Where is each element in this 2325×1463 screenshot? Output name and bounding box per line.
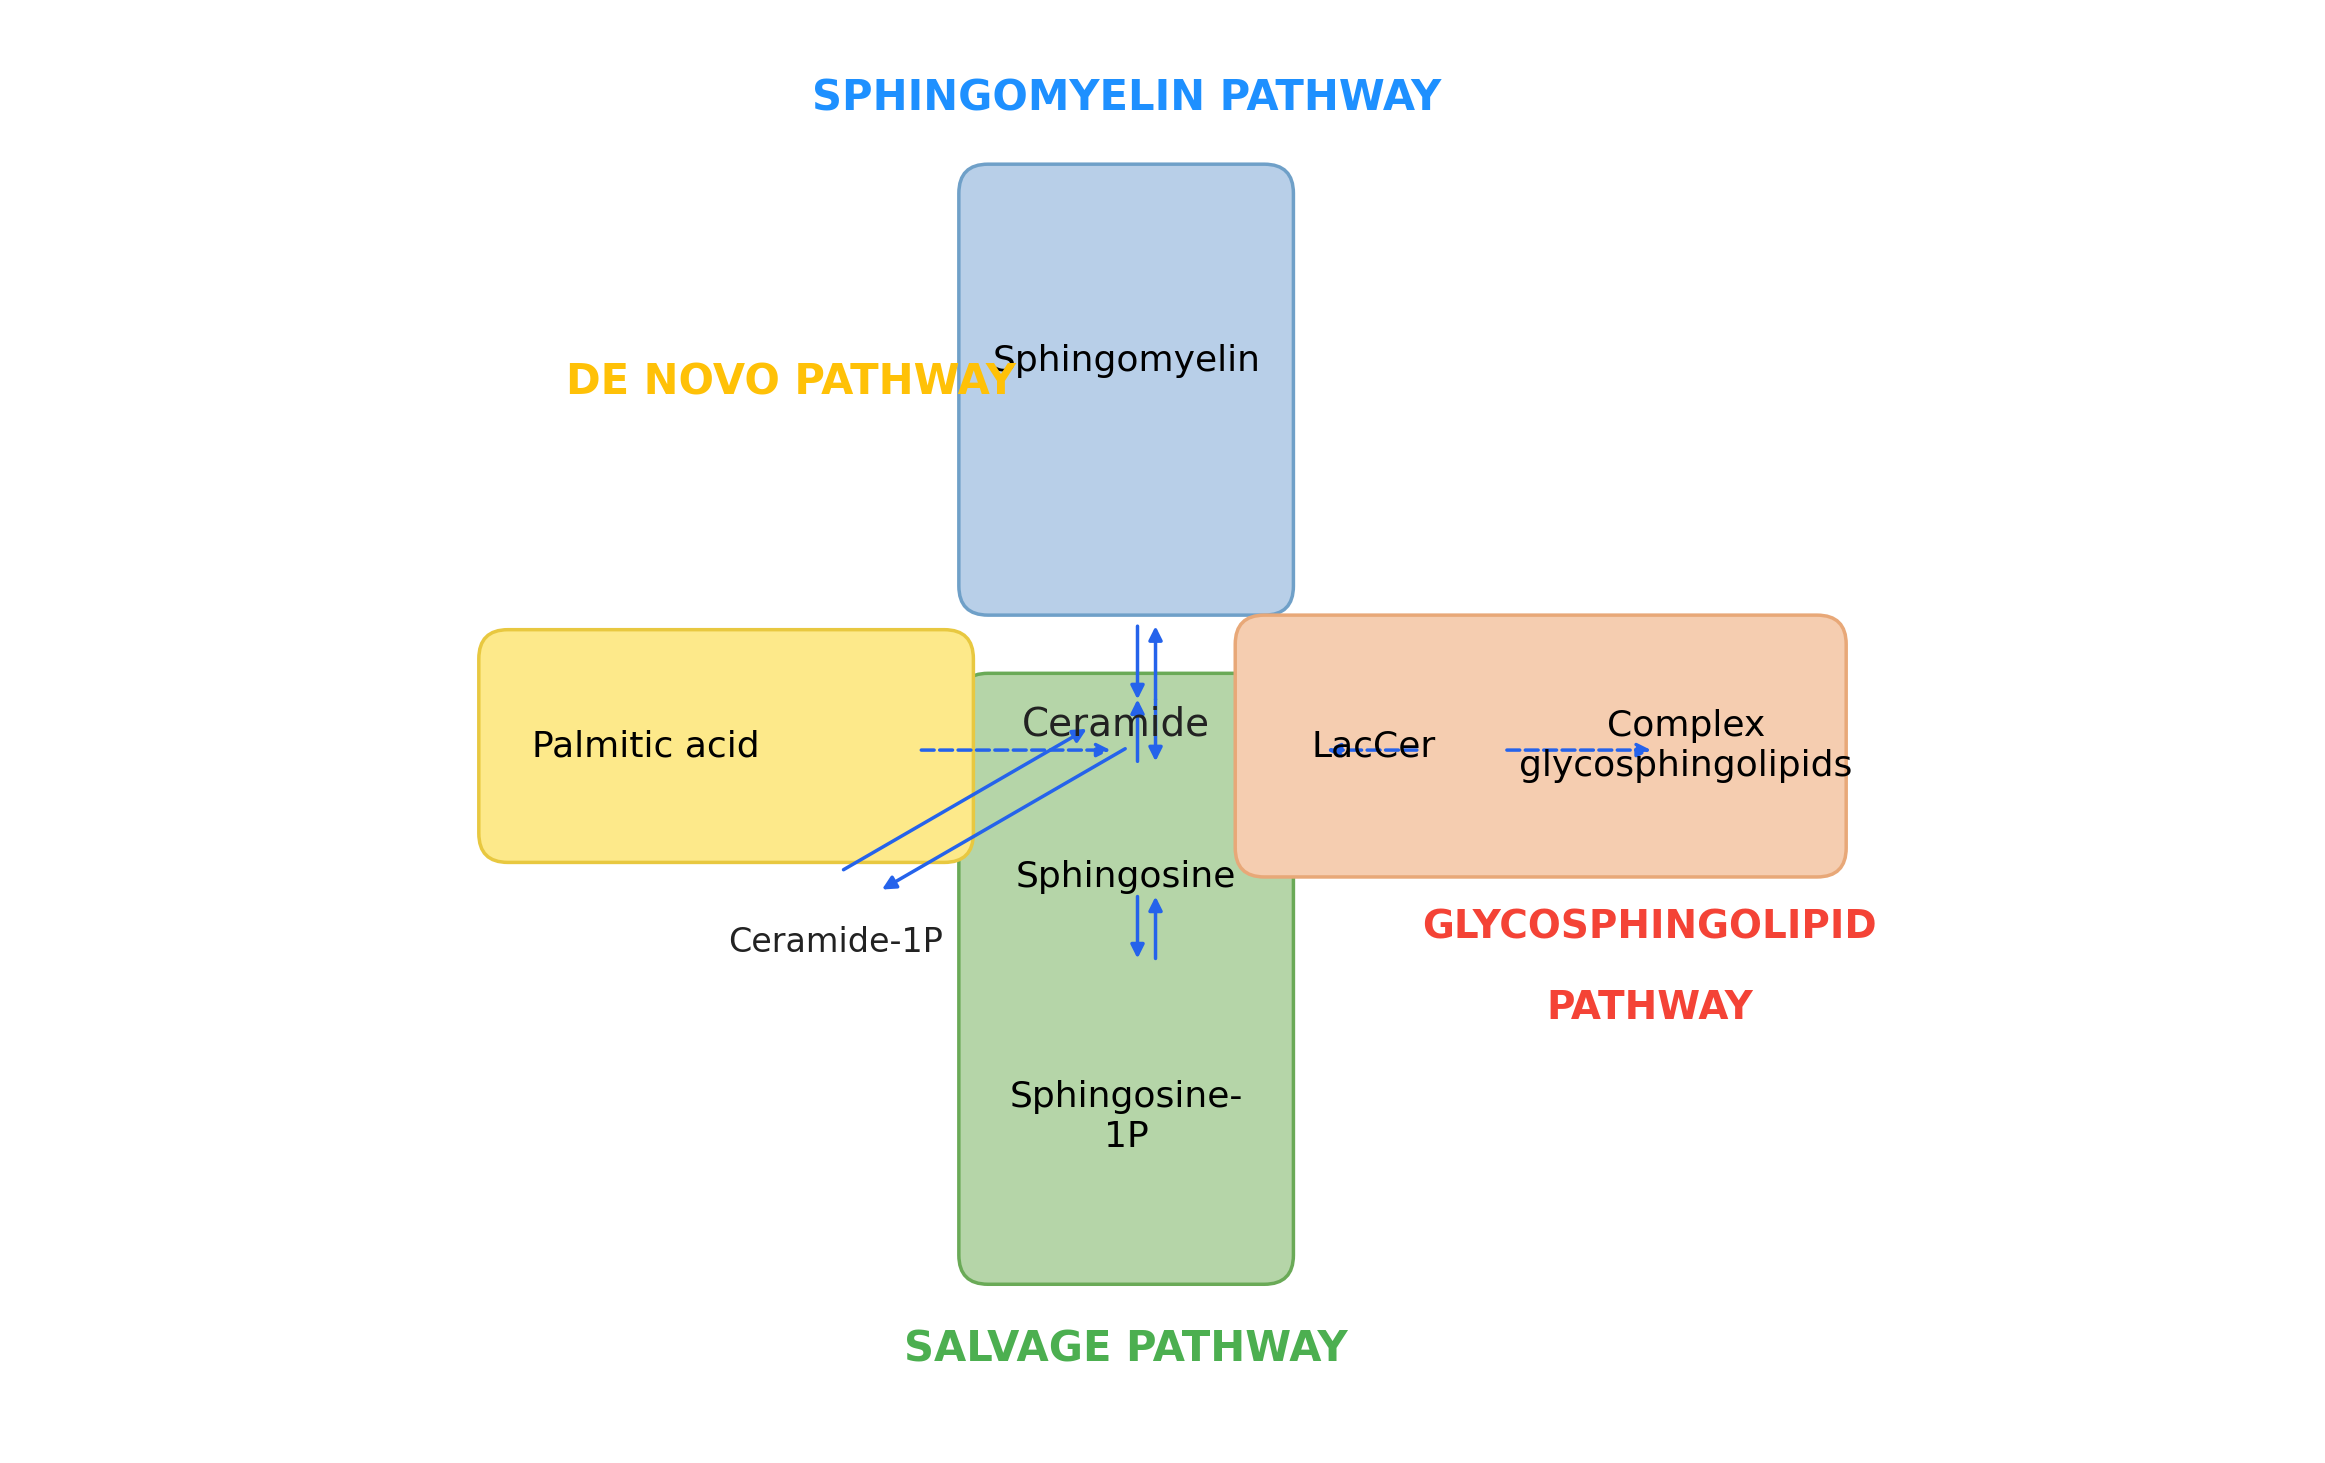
Text: LacCer: LacCer	[1311, 729, 1435, 764]
Text: SPHINGOMYELIN PATHWAY: SPHINGOMYELIN PATHWAY	[811, 78, 1442, 120]
Text: Sphingosine-
1P: Sphingosine- 1P	[1009, 1080, 1244, 1154]
Text: PATHWAY: PATHWAY	[1546, 989, 1753, 1027]
Text: Ceramide: Ceramide	[1023, 705, 1209, 743]
Text: Ceramide-1P: Ceramide-1P	[728, 926, 942, 958]
Text: DE NOVO PATHWAY: DE NOVO PATHWAY	[565, 361, 1016, 404]
FancyArrowPatch shape	[1132, 626, 1144, 695]
FancyArrowPatch shape	[886, 749, 1125, 888]
FancyArrowPatch shape	[921, 745, 1107, 755]
FancyArrowPatch shape	[1151, 699, 1160, 758]
FancyArrowPatch shape	[844, 732, 1083, 869]
FancyArrowPatch shape	[1132, 704, 1144, 761]
Text: SALVAGE PATHWAY: SALVAGE PATHWAY	[904, 1328, 1348, 1371]
Text: Complex
glycosphingolipids: Complex glycosphingolipids	[1521, 710, 1853, 783]
Text: Palmitic acid: Palmitic acid	[532, 729, 760, 764]
FancyBboxPatch shape	[958, 673, 1293, 1285]
FancyBboxPatch shape	[958, 164, 1293, 614]
FancyBboxPatch shape	[479, 629, 974, 862]
Text: GLYCOSPHINGOLIPID: GLYCOSPHINGOLIPID	[1423, 909, 1876, 947]
Text: Sphingosine: Sphingosine	[1016, 860, 1237, 894]
FancyArrowPatch shape	[1132, 897, 1144, 954]
FancyBboxPatch shape	[1235, 614, 1846, 876]
FancyArrowPatch shape	[1507, 745, 1646, 755]
Text: Sphingomyelin: Sphingomyelin	[993, 344, 1260, 377]
FancyArrowPatch shape	[1151, 631, 1160, 699]
FancyArrowPatch shape	[1151, 900, 1160, 958]
FancyArrowPatch shape	[1330, 745, 1416, 755]
